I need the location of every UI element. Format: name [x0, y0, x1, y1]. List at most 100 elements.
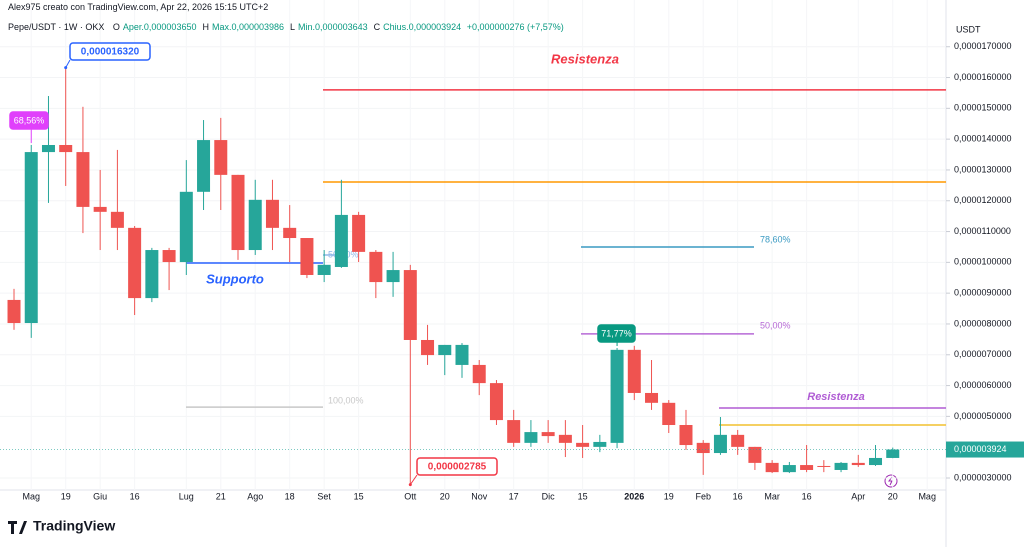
candle-body	[248, 199, 262, 251]
callout-pointer	[409, 474, 418, 485]
candle-body	[110, 211, 124, 228]
ohlc-value: Chius.0,000003924	[383, 22, 462, 32]
candle-body	[455, 344, 469, 365]
x-tick-label: Mag	[22, 491, 40, 501]
candle-body	[93, 206, 107, 212]
candle-body	[524, 432, 538, 443]
ohlc-value: Aper.0,000003650	[122, 22, 197, 32]
symbol: Pepe/USDT · 1W · OKX	[8, 22, 105, 32]
drawings: ResistenzaSupporto78,60%50,00%100,00%50,…	[186, 51, 946, 426]
credit: Alex975 creato con TradingView.com, Apr …	[8, 2, 269, 12]
candle-body	[627, 349, 641, 393]
x-tick-label: Dic	[542, 491, 555, 501]
y-tick-label: 0,0000120000	[954, 195, 1012, 205]
legend-row: Pepe/USDT · 1W · OKX O Aper.0,000003650 H M…	[8, 22, 564, 32]
x-tick-label: Mag	[918, 491, 936, 501]
candle-body	[214, 140, 228, 175]
candle-body	[59, 144, 73, 153]
callout-label: 71,77%	[601, 328, 632, 338]
candle-body	[696, 442, 710, 454]
callout-box	[416, 457, 498, 476]
callout-label: 0,000016320	[81, 47, 140, 58]
candle-body	[507, 420, 521, 443]
x-tick-label: Set	[317, 491, 331, 501]
y-tick-label: 0,0000070000	[954, 349, 1012, 359]
candle-body	[731, 434, 745, 447]
candle-body	[748, 446, 762, 463]
level-label: Resistenza	[807, 391, 864, 403]
grid	[0, 46, 946, 479]
y-tick-label: 0,0000140000	[954, 134, 1012, 144]
x-tick-label: 2026	[624, 491, 644, 501]
callout-label: 0,000002785	[428, 462, 487, 473]
candle-body	[76, 152, 90, 207]
x-tick-label: 19	[61, 491, 71, 501]
candle-body	[817, 465, 831, 467]
x-tick-label: 19	[664, 491, 674, 501]
candle-body	[713, 434, 727, 454]
callout-box	[9, 111, 49, 130]
candle-body	[403, 270, 417, 340]
y-tick-label: 0,0000130000	[954, 164, 1012, 174]
x-tick-label: 21	[216, 491, 226, 501]
y-tick-label: 0,0000030000	[954, 472, 1012, 482]
x-tick-label: Giu	[93, 491, 107, 501]
x-tick-label: 16	[130, 491, 140, 501]
candle-body	[576, 442, 590, 447]
x-tick-label: 17	[509, 491, 519, 501]
x-tick-label: Nov	[471, 491, 488, 501]
header: Alex975 creato con TradingView.com, Apr …	[8, 2, 564, 32]
candle-body	[593, 441, 607, 447]
logo: TradingView	[8, 518, 115, 534]
callout-box	[597, 324, 636, 343]
candle-body	[283, 227, 297, 239]
candles	[7, 67, 900, 485]
candle-body	[7, 299, 21, 324]
candle-body	[472, 364, 486, 384]
x-tick-label: Ott	[404, 491, 417, 501]
level-label: Supporto	[206, 271, 264, 286]
candle-body	[128, 227, 142, 299]
candle-body	[300, 238, 314, 275]
candle-body	[197, 140, 211, 192]
candle-body	[886, 449, 900, 458]
x-tick-label: 18	[285, 491, 295, 501]
level-label: Resistenza	[551, 51, 619, 66]
x-tick-label: Mar	[764, 491, 780, 501]
ohlc-key: H	[202, 22, 209, 32]
y-tick-label: 0,0000100000	[954, 257, 1012, 267]
candle-body	[800, 465, 814, 470]
y-tick-label: 0,0000170000	[954, 41, 1012, 51]
y-tick-label: 0,0000080000	[954, 318, 1012, 328]
candle-body	[369, 251, 383, 283]
candle-body	[386, 270, 400, 283]
candle-body	[869, 457, 883, 466]
logo-icon	[8, 521, 27, 534]
candle-body	[558, 434, 572, 443]
candle-body	[317, 264, 331, 275]
candle-body	[662, 402, 676, 426]
candle-body	[231, 174, 245, 251]
candle-body	[834, 462, 848, 470]
candle-body	[352, 214, 366, 252]
candle-body	[851, 462, 865, 466]
candle-body	[782, 465, 796, 473]
change: +0,000000276 (+7,57%)	[466, 22, 564, 32]
x-tick-label: Ago	[247, 491, 263, 501]
x-tick-label: 15	[354, 491, 364, 501]
candle-body	[162, 250, 176, 263]
x-tick-label: 16	[733, 491, 743, 501]
x-tick-label: 20	[888, 491, 898, 501]
candle-body	[145, 250, 159, 299]
ohlc-value: Max.0,000003986	[211, 22, 285, 32]
candle-body	[265, 199, 279, 228]
level-label: 100,00%	[328, 395, 364, 405]
y-tick-label: 0,0000060000	[954, 380, 1012, 390]
y-tick-label: 0,0000150000	[954, 103, 1012, 113]
x-tick-label: Feb	[695, 491, 711, 501]
ohlc-value: Min.0,000003643	[298, 22, 368, 32]
candle-body	[421, 339, 435, 356]
callout-box	[69, 42, 151, 61]
